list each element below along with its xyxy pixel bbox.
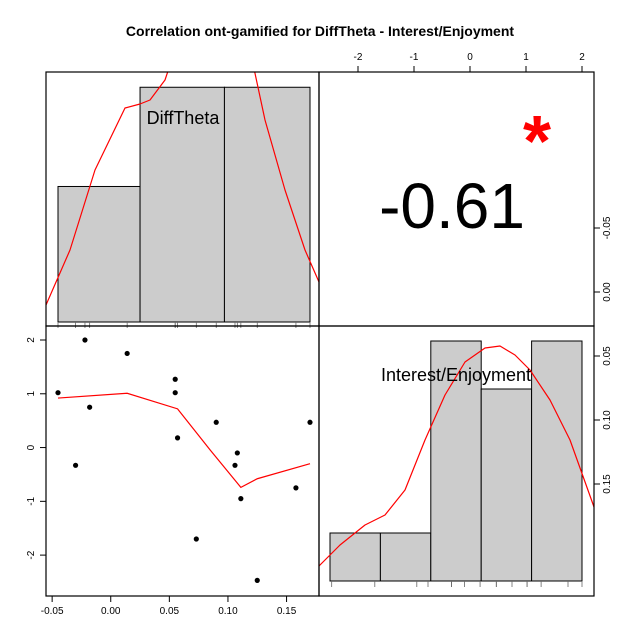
scatter-point <box>213 419 219 425</box>
top-tick-label: 0 <box>467 52 473 63</box>
bottom-tick-label: 0.15 <box>277 606 297 617</box>
scatter-panel <box>55 337 313 583</box>
left-tick-label: -1 <box>26 496 37 505</box>
panel-label-interest: Interest/Enjoyment <box>381 365 531 385</box>
top-tick-label: -1 <box>410 52 419 63</box>
right-tick-label: 0.10 <box>602 410 613 430</box>
scatter-point <box>193 536 199 542</box>
bottom-tick-label: 0.05 <box>160 606 180 617</box>
scatter-point <box>238 496 244 502</box>
panel-frame <box>318 325 595 597</box>
histogram-interest-panel <box>318 340 595 587</box>
correlation-value: -0.61 <box>379 170 525 242</box>
right-tick-label: 0.15 <box>602 474 613 494</box>
histogram-difftheta-panel <box>46 72 319 328</box>
histogram-bar <box>223 86 311 323</box>
right-tick-label: 0.00 <box>602 282 613 302</box>
scatter-point <box>87 404 93 410</box>
scatter-point <box>72 462 79 468</box>
histogram-bar <box>57 185 141 323</box>
histogram-bar <box>139 86 225 323</box>
density-curve <box>46 72 319 306</box>
right-tick-label: -0.05 <box>602 216 613 239</box>
scatter-point <box>293 485 299 491</box>
scatter-point <box>82 337 88 343</box>
scatter-point <box>174 435 181 441</box>
scatter-point <box>232 462 238 468</box>
smooth-line <box>57 392 311 489</box>
left-tick-label: -2 <box>26 550 37 559</box>
panel-labels: DiffTheta Interest/Enjoyment <box>147 108 531 385</box>
scatter-point <box>124 350 130 357</box>
scatter-point <box>55 390 61 396</box>
chart-title: Correlation ont-gamified for DiffTheta -… <box>126 23 514 39</box>
histogram-bar <box>329 532 381 582</box>
top-tick-label: -2 <box>354 52 363 63</box>
scatter-point <box>172 390 178 396</box>
significance-star: * <box>523 102 551 182</box>
left-tick-label: 0 <box>26 444 37 450</box>
panel-label-difftheta: DiffTheta <box>147 108 221 128</box>
top-tick-label: 2 <box>579 52 585 63</box>
correlation-panel: -0.61 * <box>379 102 551 242</box>
bottom-tick-label: 0.10 <box>218 606 238 617</box>
bottom-tick-label: 0.00 <box>101 606 121 617</box>
scatter-point <box>234 450 240 456</box>
left-tick-label: 2 <box>26 337 37 343</box>
right-tick-label: 0.05 <box>602 346 613 366</box>
histogram-bar <box>379 532 432 582</box>
bottom-tick-label: -0.05 <box>41 606 64 617</box>
scatter-point <box>254 577 260 583</box>
histogram-bar <box>480 388 533 582</box>
left-tick-label: 1 <box>26 391 37 397</box>
axes: -0.05 0.00 0.05 0.10 0.15 -2 -1 0 1 2 2 1 0 -1 -2 0.15 0… <box>26 52 613 617</box>
top-tick-label: 1 <box>523 52 529 63</box>
panel-frame <box>45 325 320 597</box>
histogram-bar <box>531 340 583 582</box>
scatter-point <box>307 419 313 425</box>
density-curve <box>318 345 595 567</box>
scatter-point <box>172 376 178 382</box>
